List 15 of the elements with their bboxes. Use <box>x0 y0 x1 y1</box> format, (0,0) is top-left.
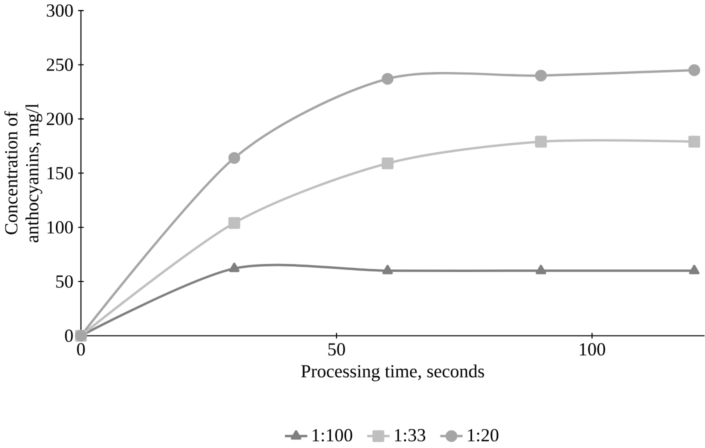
y-axis-title: Concentration of anthocyanins, mg/l <box>4 103 42 242</box>
legend-label: 1:20 <box>468 428 498 442</box>
legend-label: 1:100 <box>312 428 352 442</box>
y-tick-label: 150 <box>48 166 73 180</box>
legend-label: 1:33 <box>394 428 426 442</box>
y-tick-label: 100 <box>48 220 73 234</box>
x-axis-title: Processing time, seconds <box>301 364 484 382</box>
y-tick-label: 0 <box>65 329 73 342</box>
y-tick-label: 300 <box>46 4 73 17</box>
y-tick-label: 250 <box>46 58 73 71</box>
x-tick-label: 50 <box>328 342 345 356</box>
x-tick-label: 100 <box>580 342 606 356</box>
x-tick-label: 0 <box>77 342 85 356</box>
y-tick-label: 200 <box>46 112 73 125</box>
y-tick-label: 50 <box>56 275 73 288</box>
